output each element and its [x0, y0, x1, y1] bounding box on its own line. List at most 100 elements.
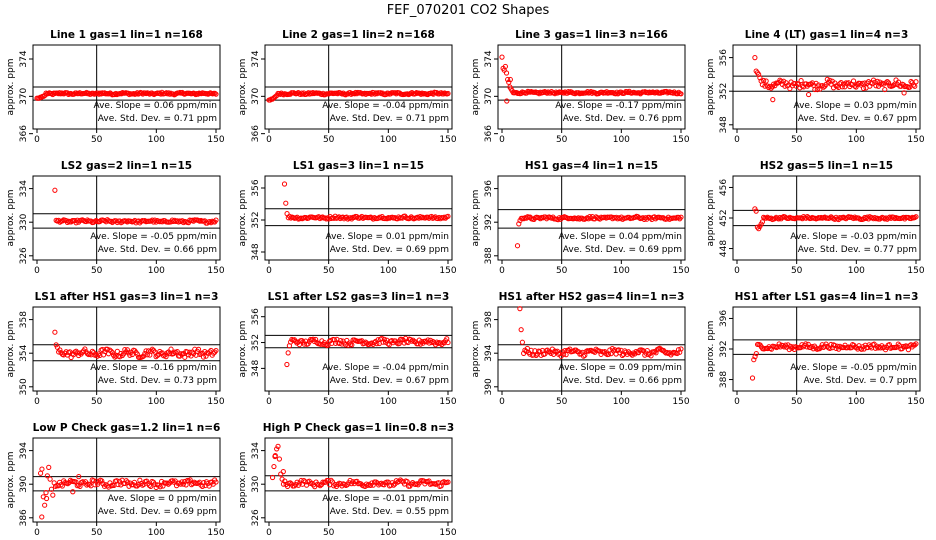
y-axis-label: approx. ppm: [706, 59, 716, 116]
data-point: [164, 480, 170, 486]
y-tick-label: 334: [251, 442, 261, 459]
x-tick-label: 100: [148, 135, 165, 145]
data-point: [133, 91, 139, 97]
data-point: [276, 456, 282, 462]
data-point: [910, 82, 917, 88]
data-point: [124, 347, 130, 353]
data-point: [114, 348, 120, 354]
y-tick-label: 350: [19, 378, 29, 395]
data-point: [319, 214, 326, 220]
x-tick-label: 150: [207, 135, 224, 145]
y-axis-label: approx. ppm: [6, 452, 16, 509]
data-point: [96, 351, 102, 357]
x-tick-label: 50: [556, 135, 568, 145]
data-point: [82, 346, 88, 352]
data-point: [109, 349, 115, 356]
data-point: [59, 483, 65, 489]
y-tick-label: 330: [19, 213, 29, 230]
data-point: [912, 342, 918, 348]
data-point: [814, 86, 820, 93]
panel: Line 1 gas=1 lin=1 n=168 0 50 100 150 366 370 3…: [6, 29, 225, 145]
x-tick-label: 100: [148, 397, 165, 407]
slope-annotation: Ave. Slope = -0.17 ppm/min: [555, 101, 682, 111]
data-point: [274, 446, 280, 452]
figure-title: FEF_070201 CO2 Shapes: [387, 3, 550, 18]
data-point: [134, 351, 140, 357]
data-point: [275, 443, 281, 449]
x-tick-label: 150: [672, 135, 689, 145]
data-point: [615, 347, 622, 353]
data-point: [908, 78, 914, 85]
y-tick-label: 374: [484, 50, 494, 67]
data-point: [122, 480, 128, 486]
x-tick-label: 0: [266, 528, 272, 538]
data-point: [761, 77, 767, 84]
data-point: [860, 85, 867, 91]
data-point: [875, 345, 881, 351]
y-tick-label: 374: [251, 50, 261, 67]
y-tick-label: 356: [251, 308, 261, 325]
data-point: [285, 350, 291, 356]
x-tick-label: 50: [556, 266, 568, 276]
y-axis-label: approx. ppm: [238, 190, 248, 247]
y-tick-label: 394: [484, 344, 494, 361]
panel-title: LS2 gas=2 lin=1 n=15: [61, 160, 192, 172]
panel: HS2 gas=5 lin=1 n=15 0 50 100 150 448 452 456ap…: [706, 160, 925, 276]
slope-annotation: Ave. Slope = 0 ppm/min: [108, 494, 217, 504]
x-tick-label: 50: [791, 135, 803, 145]
data-point: [391, 482, 397, 488]
data-point: [203, 353, 209, 359]
x-tick-label: 50: [323, 528, 335, 538]
std-dev-annotation: Ave. Std. Dev. = 0.67 ppm: [798, 114, 917, 124]
slope-annotation: Ave. Slope = 0.04 ppm/min: [558, 232, 682, 242]
data-point: [565, 88, 572, 95]
data-point: [752, 55, 758, 61]
x-tick-label: 100: [613, 397, 630, 407]
data-point: [664, 349, 670, 356]
x-tick-label: 50: [91, 528, 103, 538]
x-tick-label: 150: [672, 397, 689, 407]
data-point: [805, 341, 811, 347]
y-axis-label: approx. ppm: [706, 321, 716, 378]
data-point: [152, 349, 158, 355]
data-point: [445, 213, 451, 219]
data-point: [675, 214, 682, 220]
data-point: [180, 481, 186, 487]
x-tick-label: 100: [848, 266, 865, 276]
data-point: [271, 463, 277, 470]
data-point: [173, 350, 179, 356]
x-tick-label: 150: [439, 528, 456, 538]
x-tick-label: 50: [791, 266, 803, 276]
data-point: [280, 481, 287, 487]
data-point: [785, 342, 791, 348]
data-point: [195, 346, 202, 352]
std-dev-annotation: Ave. Std. Dev. = 0.67 ppm: [330, 376, 449, 386]
data-point: [770, 97, 776, 103]
slope-annotation: Ave. Slope = -0.05 ppm/min: [790, 363, 917, 373]
data-point: [168, 346, 174, 352]
panels-group: Line 1 gas=1 lin=1 n=168 0 50 100 150 366 370 3…: [6, 29, 925, 538]
data-point: [165, 481, 172, 487]
x-tick-label: 150: [907, 135, 924, 145]
x-tick-label: 150: [907, 266, 924, 276]
data-point: [913, 214, 919, 220]
x-tick-label: 100: [380, 528, 397, 538]
data-point: [907, 84, 913, 90]
data-point: [284, 361, 290, 368]
panel: Line 3 gas=1 lin=3 n=166 0 50 100 150 366 370 3…: [471, 29, 690, 145]
y-tick-label: 370: [19, 87, 29, 104]
x-tick-label: 150: [207, 266, 224, 276]
data-point: [749, 375, 756, 381]
data-point: [144, 478, 150, 484]
data-point: [76, 482, 82, 488]
std-dev-annotation: Ave. Std. Dev. = 0.7 ppm: [804, 376, 917, 386]
data-point: [43, 490, 49, 496]
data-point: [559, 349, 565, 355]
y-tick-label: 452: [719, 209, 729, 226]
data-point: [552, 348, 558, 354]
std-dev-annotation: Ave. Std. Dev. = 0.66 ppm: [563, 376, 682, 386]
x-tick-label: 0: [34, 397, 40, 407]
data-point: [768, 85, 774, 91]
panel-title: LS1 after LS2 gas=3 lin=1 n=3: [268, 291, 450, 303]
data-point: [108, 348, 114, 354]
